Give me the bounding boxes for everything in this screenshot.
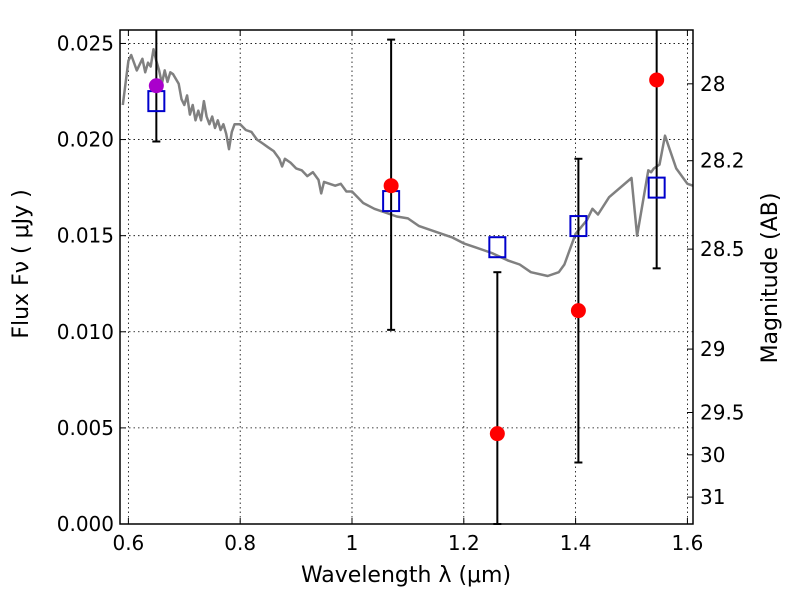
- observed-flux-point: [571, 303, 586, 318]
- y-tick-label: 0.015: [57, 224, 114, 248]
- series-layer: [123, 30, 693, 524]
- plot-frame: [120, 30, 693, 524]
- y2-axis-label: Magnitude (AB): [758, 193, 783, 364]
- x-tick-label: 1: [346, 531, 359, 555]
- grid: [120, 30, 693, 524]
- x-axis-label: Wavelength λ (μm): [301, 563, 511, 588]
- y2-tick-label: 28.2: [700, 149, 745, 173]
- y-tick-label: 0.010: [57, 320, 114, 344]
- observed-flux-point-highlight: [149, 78, 164, 93]
- x-tick-label: 0.8: [224, 531, 256, 555]
- x-tick-label: 0.6: [112, 531, 144, 555]
- y2-tick-label: 28: [700, 72, 725, 96]
- y-tick-label: 0.000: [57, 512, 114, 536]
- x-tick-label: 1.2: [448, 531, 480, 555]
- x-tick-label: 1.4: [560, 531, 592, 555]
- x-tick-label: 1.6: [672, 531, 704, 555]
- observed-flux-point: [490, 426, 505, 441]
- y2-tick-label: 30: [700, 443, 725, 467]
- y2-tick-label: 29.5: [700, 401, 745, 425]
- y2-tick-label: 29: [700, 337, 725, 361]
- y-tick-label: 0.005: [57, 416, 114, 440]
- ticks: 0.6 0.8 1 1.2 1.4 1.6 0.000 0.005 0.010 0.015 0.02…: [57, 30, 745, 555]
- y2-tick-label: 31: [700, 485, 725, 509]
- y-tick-label: 0.020: [57, 128, 114, 152]
- observed-flux-point: [384, 178, 399, 193]
- y2-tick-label: 28.5: [700, 237, 745, 261]
- model-sed-line: [123, 49, 693, 276]
- chart: 0.6 0.8 1 1.2 1.4 1.6 0.000 0.005 0.010 0.015 0.02…: [0, 0, 800, 600]
- y-tick-label: 0.025: [57, 31, 114, 55]
- y-axis-label: Flux Fν ( μJy ): [9, 189, 34, 338]
- observed-flux-point: [649, 72, 664, 87]
